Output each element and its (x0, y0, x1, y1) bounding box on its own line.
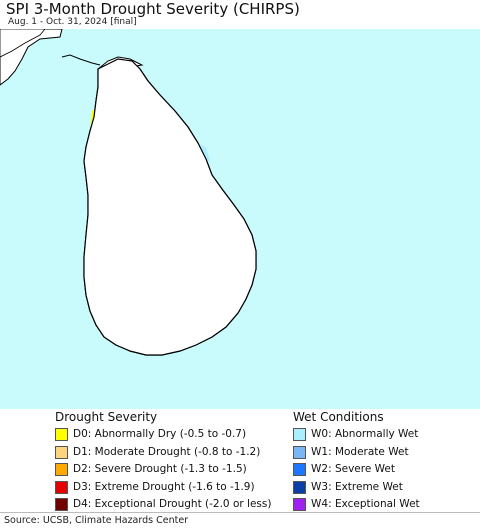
legend-item-w4: W4: Exceptional Wet (293, 496, 420, 514)
d3-swatch (55, 480, 68, 494)
drought-legend-title: Drought Severity (55, 410, 158, 424)
map-subtitle: Aug. 1 - Oct. 31, 2024 [final] (8, 17, 137, 27)
legend-label: W2: Severe Wet (311, 463, 395, 476)
legend-item-d3: D3: Extreme Drought (-1.6 to -1.9) (55, 479, 271, 497)
legend-item-d4: D4: Exceptional Drought (-2.0 or less) (55, 496, 271, 514)
sri-lanka-map (0, 29, 257, 356)
map-panel (0, 29, 480, 409)
d4-swatch (55, 498, 68, 512)
legend-item-w2: W2: Severe Wet (293, 461, 420, 479)
drought-legend: D0: Abnormally Dry (-0.5 to -0.7) D1: Mo… (55, 426, 271, 514)
w2-swatch (293, 463, 306, 477)
map-title: SPI 3-Month Drought Severity (CHIRPS) (6, 0, 300, 18)
india-peninsula (0, 29, 46, 58)
wet-legend: W0: Abnormally Wet W1: Moderate Wet W2: … (293, 426, 420, 514)
d1-swatch (55, 445, 68, 459)
legend-item-d0: D0: Abnormally Dry (-0.5 to -0.7) (55, 426, 271, 444)
adams-bridge-islets (61, 54, 101, 66)
legend-label: W1: Moderate Wet (311, 445, 409, 458)
w3-swatch (293, 480, 306, 494)
legend-label: D0: Abnormally Dry (-0.5 to -0.7) (73, 428, 247, 441)
legend-item-w3: W3: Extreme Wet (293, 479, 420, 497)
legend-label: D3: Extreme Drought (-1.6 to -1.9) (73, 480, 255, 493)
legend-label: W4: Exceptional Wet (311, 498, 420, 511)
legend-item-d2: D2: Severe Drought (-1.3 to -1.5) (55, 461, 271, 479)
legend-label: W0: Abnormally Wet (311, 428, 419, 441)
source-divider (0, 512, 480, 513)
legend-label: D1: Moderate Drought (-0.8 to -1.2) (73, 445, 261, 458)
legend-label: D2: Severe Drought (-1.3 to -1.5) (73, 463, 247, 476)
d2-swatch (55, 463, 68, 477)
w0-swatch (293, 428, 306, 442)
legend-label: D4: Exceptional Drought (-2.0 or less) (73, 498, 272, 511)
legend-item-w1: W1: Moderate Wet (293, 444, 420, 462)
legend-item-w0: W0: Abnormally Wet (293, 426, 420, 444)
source-credit: Source: UCSB, Climate Hazards Center (4, 515, 189, 526)
d0-swatch (55, 428, 68, 442)
legend-item-d1: D1: Moderate Drought (-0.8 to -1.2) (55, 444, 271, 462)
w4-swatch (293, 498, 306, 512)
w1-swatch (293, 445, 306, 459)
legend-label: W3: Extreme Wet (311, 480, 403, 493)
wet-legend-title: Wet Conditions (293, 410, 384, 424)
